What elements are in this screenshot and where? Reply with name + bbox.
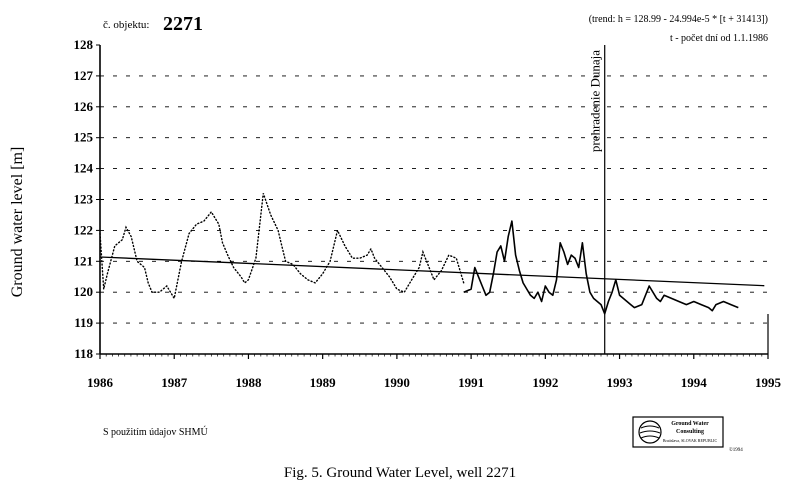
y-tick-label: 122 bbox=[74, 222, 94, 237]
x-tick-label: 1989 bbox=[310, 375, 337, 390]
y-tick-label: 121 bbox=[74, 253, 94, 268]
trend-formula: (trend: h = 128.99 - 24.994e-5 * [t + 31… bbox=[589, 14, 768, 25]
object-label: č. objektu: bbox=[103, 19, 149, 31]
logo-line-3: Bratislava, SLOVAK REPUBLIC bbox=[663, 438, 718, 444]
x-tick-label: 1988 bbox=[235, 375, 262, 390]
y-tick-label: 128 bbox=[74, 37, 94, 52]
axes bbox=[96, 44, 769, 359]
logo-line-1: Ground Water bbox=[671, 421, 709, 427]
data-series bbox=[99, 193, 765, 315]
source-note: S použitím údajov SHMÚ bbox=[103, 426, 209, 438]
x-tick-label: 1992 bbox=[532, 375, 558, 390]
trend-note: t - počet dní od 1.1.1986 bbox=[670, 33, 768, 44]
x-tick-label: 1986 bbox=[87, 375, 114, 390]
y-tick-label: 126 bbox=[74, 99, 94, 114]
annotation: prehradenie Dunaja bbox=[588, 45, 606, 354]
logo-year: ©1994 bbox=[729, 447, 743, 453]
company-logo: Ground Water Consulting Bratislava, SLOV… bbox=[632, 416, 743, 453]
x-tick-label: 1993 bbox=[607, 375, 634, 390]
y-tick-label: 125 bbox=[74, 130, 94, 145]
figure-caption: Fig. 5. Ground Water Level, well 2271 bbox=[284, 465, 516, 481]
series-1 bbox=[463, 220, 739, 315]
x-tick-label: 1991 bbox=[458, 375, 484, 390]
x-tick-label: 1990 bbox=[384, 375, 410, 390]
series-trend bbox=[99, 256, 765, 287]
y-tick-label: 120 bbox=[74, 284, 94, 299]
logo-line-2: Consulting bbox=[676, 429, 704, 435]
x-tick-label: 1995 bbox=[755, 375, 782, 390]
annotation-label: prehradenie Dunaja bbox=[588, 50, 603, 152]
series-0 bbox=[99, 193, 465, 301]
y-tick-label: 124 bbox=[74, 161, 94, 176]
y-tick-label: 123 bbox=[74, 192, 94, 207]
y-tick-label: 119 bbox=[74, 315, 93, 330]
y-axis-label: Ground water level [m] bbox=[9, 147, 26, 298]
y-tick-labels: 118 119 120 121 122 123 124 125 126 127 128 bbox=[74, 37, 94, 361]
x-tick-label: 1994 bbox=[681, 375, 708, 390]
object-number: 2271 bbox=[163, 13, 203, 35]
x-tick-labels: 1986 1987 1988 1989 1990 1991 1992 1993 1994 1995 bbox=[87, 375, 782, 390]
y-tick-label: 127 bbox=[74, 68, 94, 83]
x-tick-label: 1987 bbox=[161, 375, 188, 390]
y-tick-label: 118 bbox=[74, 346, 93, 361]
grid-lines bbox=[100, 75, 768, 324]
